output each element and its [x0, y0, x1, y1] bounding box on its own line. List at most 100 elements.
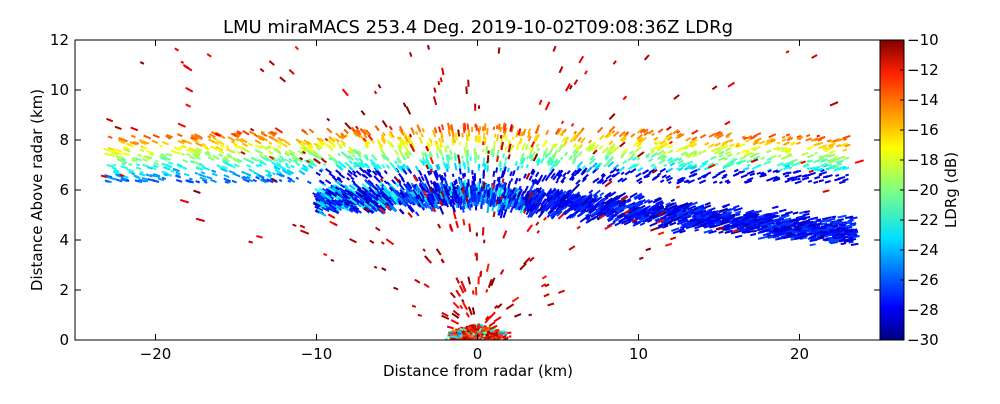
radar-gate: [196, 181, 200, 182]
radar-gate: [849, 242, 854, 243]
radar-gate: [705, 203, 711, 205]
radar-gate: [216, 140, 220, 142]
radar-gate: [766, 151, 771, 153]
radar-gate: [782, 137, 785, 138]
radar-gate: [629, 151, 633, 154]
radar-gate: [508, 181, 510, 188]
radar-gate: [574, 144, 576, 147]
radar-gate: [819, 157, 824, 159]
radar-gate: [425, 177, 428, 183]
radar-gate: [851, 244, 859, 245]
radar-gate: [131, 136, 135, 138]
radar-gate: [777, 224, 782, 225]
radar-gate: [742, 136, 745, 137]
radar-gate: [775, 238, 783, 240]
radar-gate: [834, 169, 841, 171]
radar-gate: [464, 163, 465, 170]
radar-gate: [692, 130, 698, 134]
radar-gate: [323, 164, 326, 166]
radar-gate: [810, 240, 818, 242]
radar-gate: [488, 200, 489, 204]
radar-gate: [171, 171, 175, 172]
radar-gate: [802, 153, 809, 155]
radar-gate: [522, 165, 523, 168]
radar-gate: [576, 180, 580, 184]
radar-gate: [440, 206, 444, 214]
radar-gate: [827, 140, 831, 141]
radar-gate: [732, 158, 735, 159]
radar-gate: [247, 174, 251, 176]
radar-gate: [609, 141, 613, 145]
radar-gate: [463, 173, 464, 178]
radar-gate: [791, 159, 798, 162]
radar-gate: [456, 203, 457, 208]
radar-gate: [496, 167, 497, 172]
radar-gate: [639, 181, 642, 183]
radar-gate: [526, 144, 528, 149]
radar-gate: [781, 226, 786, 227]
radar-gate: [347, 178, 350, 180]
radar-gate: [187, 154, 191, 156]
radar-gate: [342, 152, 348, 157]
radar-gate: [259, 165, 262, 166]
radar-gate: [208, 136, 211, 138]
radar-gate: [505, 146, 506, 151]
radar-gate: [836, 175, 840, 176]
radar-gate: [504, 135, 505, 138]
radar-gate: [449, 333, 453, 334]
radar-gate: [495, 202, 496, 206]
radar-gate: [494, 141, 495, 149]
radar-gate: [127, 144, 131, 145]
radar-gate: [589, 190, 593, 193]
radar-gate: [541, 158, 544, 164]
radar-gate: [470, 203, 471, 210]
radar-gate: [571, 140, 573, 143]
radar-gate: [179, 147, 183, 149]
radar-gate: [824, 224, 829, 225]
radar-gate: [277, 146, 281, 148]
radar-gate: [788, 137, 791, 138]
radar-gate: [185, 141, 192, 144]
radar-gate: [652, 133, 655, 135]
radar-gate: [372, 155, 377, 161]
radar-gate: [349, 161, 352, 164]
radar-gate: [817, 136, 820, 137]
radar-gate: [809, 237, 816, 238]
radar-gate: [800, 231, 807, 232]
radar-gate: [578, 138, 581, 142]
radar-gate: [344, 129, 348, 133]
radar-gate: [834, 157, 837, 158]
radar-gate: [567, 171, 570, 174]
radar-gate: [499, 161, 500, 168]
radar-gate: [506, 157, 507, 162]
radar-gate: [256, 145, 262, 149]
radar-gate: [839, 181, 845, 183]
radar-gate: [108, 136, 112, 138]
radar-gate: [383, 133, 385, 136]
radar-gate: [189, 178, 193, 179]
radar-gate: [159, 146, 163, 147]
radar-gate: [204, 182, 207, 183]
radar-gate: [168, 138, 171, 139]
radar-gate: [149, 157, 153, 158]
radar-gate: [830, 219, 836, 220]
radar-gate: [824, 236, 828, 237]
radar-gate: [820, 137, 825, 139]
radar-gate: [203, 167, 210, 170]
radar-gate: [635, 147, 641, 152]
radar-gate: [741, 175, 747, 178]
radar-gate: [210, 146, 215, 149]
radar-gate: [737, 153, 740, 154]
radar-gate: [114, 170, 119, 171]
radar-gate: [456, 179, 457, 184]
radar-gate: [450, 149, 451, 155]
radar-gate: [419, 137, 422, 143]
radar-gate: [768, 170, 772, 171]
radar-gate: [786, 155, 792, 157]
radar-gate: [658, 129, 663, 132]
radar-gate: [127, 169, 134, 171]
radar-gate: [351, 177, 354, 179]
radar-gate: [219, 154, 223, 156]
radar-gate: [140, 172, 143, 173]
radar-gate: [817, 224, 822, 225]
